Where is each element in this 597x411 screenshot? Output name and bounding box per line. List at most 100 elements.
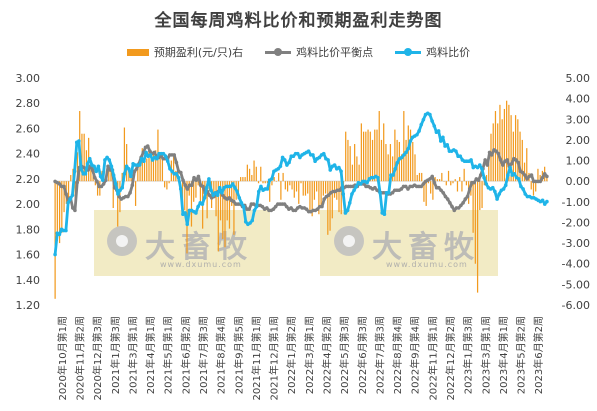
profit-bar [539, 174, 541, 182]
profit-bar [54, 181, 56, 299]
balance-point [448, 201, 452, 205]
ratio-point [209, 188, 213, 193]
profit-bar [434, 177, 436, 182]
profit-bar [378, 111, 380, 182]
balance-point [141, 150, 146, 155]
profit-bar [143, 156, 146, 182]
profit-bar [197, 181, 199, 186]
profit-bar [403, 111, 405, 182]
x-axis-tick-label: 2020年11月第2周 [73, 316, 86, 401]
right-axis-tick-label: -5.00 [562, 278, 590, 291]
balance-point [428, 177, 432, 181]
x-axis-tick-label: 2020年12月第3周 [91, 316, 104, 401]
ratio-point [542, 202, 547, 206]
balance-point [196, 174, 201, 179]
ratio-point [241, 204, 246, 209]
ratio-point [230, 182, 235, 186]
profit-bar [521, 139, 523, 182]
x-axis-tick-label: 2021年7月第3周 [197, 316, 210, 394]
profit-bar [351, 164, 354, 182]
ratio-point [57, 232, 62, 237]
profit-bar [295, 181, 298, 192]
profit-bar [354, 144, 356, 182]
ratio-point [53, 252, 57, 257]
ratio-point [248, 221, 252, 225]
profit-bar [454, 179, 456, 182]
left-axis-tick-label: 2.80 [16, 97, 41, 110]
profit-bar [456, 181, 459, 192]
ratio-point [129, 174, 133, 179]
balance-point [282, 202, 287, 206]
ratio-point [122, 172, 127, 176]
profit-bar [278, 172, 280, 182]
balance-point [437, 185, 441, 190]
ratio-point [256, 189, 261, 194]
balance-point [390, 190, 395, 195]
right-axis-tick-label: -1.00 [562, 196, 590, 209]
ratio-point [454, 149, 458, 153]
balance-point [284, 204, 289, 209]
ratio-point [239, 201, 244, 205]
profit-bar [152, 152, 155, 182]
x-axis-tick-label: 2023年4月第1周 [497, 316, 510, 394]
ratio-point [419, 122, 424, 127]
balance-point [247, 207, 251, 211]
profit-bar [56, 181, 58, 242]
right-axis-tick-label: -4.00 [562, 258, 590, 271]
profit-bar [90, 160, 92, 182]
ratio-point [215, 193, 220, 198]
ratio-point [285, 163, 289, 167]
balance-point [179, 170, 183, 175]
ratio-point [92, 164, 96, 169]
profit-bar [126, 144, 128, 182]
balance-point [183, 183, 188, 187]
ratio-point [211, 193, 216, 198]
profit-bar [222, 181, 224, 239]
ratio-point [237, 196, 242, 200]
balance-point [315, 207, 320, 211]
profit-bar [374, 129, 376, 182]
ratio-point [512, 172, 517, 176]
balance-point [201, 184, 205, 189]
ratio-point [137, 163, 142, 167]
ratio-point [120, 185, 125, 190]
ratio-point [523, 192, 528, 196]
balance-point [496, 151, 501, 156]
ratio-point [395, 160, 400, 165]
balance-point [90, 168, 95, 172]
profit-bar [425, 181, 427, 206]
ratio-point [155, 156, 159, 161]
profit-bar [117, 181, 119, 227]
ratio-point [291, 154, 296, 158]
profit-bar [266, 181, 269, 184]
profit-bar [535, 181, 537, 192]
profit-bar [284, 181, 286, 190]
ratio-point [295, 151, 300, 156]
x-axis-tick-label: 2022年3月第1周 [303, 316, 316, 394]
balance-point [485, 163, 490, 167]
profit-bar [190, 181, 193, 227]
profit-bar [418, 172, 421, 182]
ratio-point [519, 184, 523, 189]
balance-point [152, 150, 157, 155]
profit-bar [217, 181, 219, 252]
x-axis-tick-label: 2022年6月第3周 [356, 316, 369, 394]
legend-item-profit: 预期盈利(元/只)右 [126, 44, 244, 60]
legend-label-profit: 预期盈利(元/只)右 [153, 46, 244, 59]
ratio-point [103, 158, 107, 162]
right-axis-tick-label: -2.00 [562, 216, 590, 229]
profit-bar [322, 181, 324, 196]
balance-point [231, 199, 236, 204]
ratio-point [352, 188, 356, 193]
ratio-point [165, 159, 170, 164]
balance-point [322, 197, 326, 201]
balance-point [172, 153, 176, 157]
ratio-point [259, 184, 263, 189]
right-axis-tick-label: 4.00 [566, 93, 591, 106]
profit-bar [526, 148, 528, 182]
x-axis-tick-label: 2023年5月第2周 [515, 316, 528, 394]
profit-bar [99, 181, 101, 196]
profit-bar [405, 139, 407, 182]
balance-point [73, 208, 77, 213]
